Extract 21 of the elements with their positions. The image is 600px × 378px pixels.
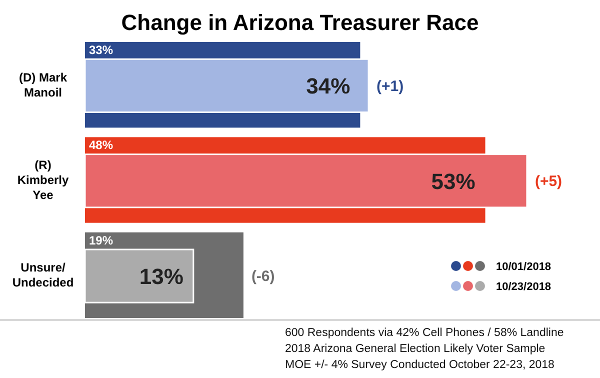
annotation: (+5)	[534, 173, 562, 190]
bar	[84, 58, 370, 113]
y-tick-label: (R) Kimberly Yee	[17, 158, 69, 202]
data-label: 48%	[89, 138, 114, 152]
legend-label: 10/23/2018	[496, 281, 552, 293]
y-tick-label: Unsure/ Undecided	[12, 260, 74, 290]
annotation: (+1)	[376, 78, 404, 95]
text: 600 Respondents via 42% Cell Phones / 58% Landline	[285, 327, 564, 339]
data-label: 33%	[89, 43, 114, 57]
data-label: 13%	[139, 264, 184, 290]
data-label: 19%	[89, 233, 114, 248]
text: 2018 Arizona General Election Likely Voter Sample	[285, 343, 546, 355]
data-label: 53%	[431, 168, 476, 194]
text: MOE +/- 4% Survey Conducted October 22-23, 2018	[285, 359, 554, 371]
bar	[84, 154, 528, 208]
data-label: 34%	[306, 74, 350, 99]
chart-title: Change in Arizona Treasurer Race	[121, 10, 479, 35]
y-tick-label: (D) Mark Manoil	[18, 70, 68, 100]
bar	[84, 248, 194, 304]
legend-label: 10/01/2018	[496, 261, 552, 273]
annotation: (-6)	[251, 268, 275, 286]
